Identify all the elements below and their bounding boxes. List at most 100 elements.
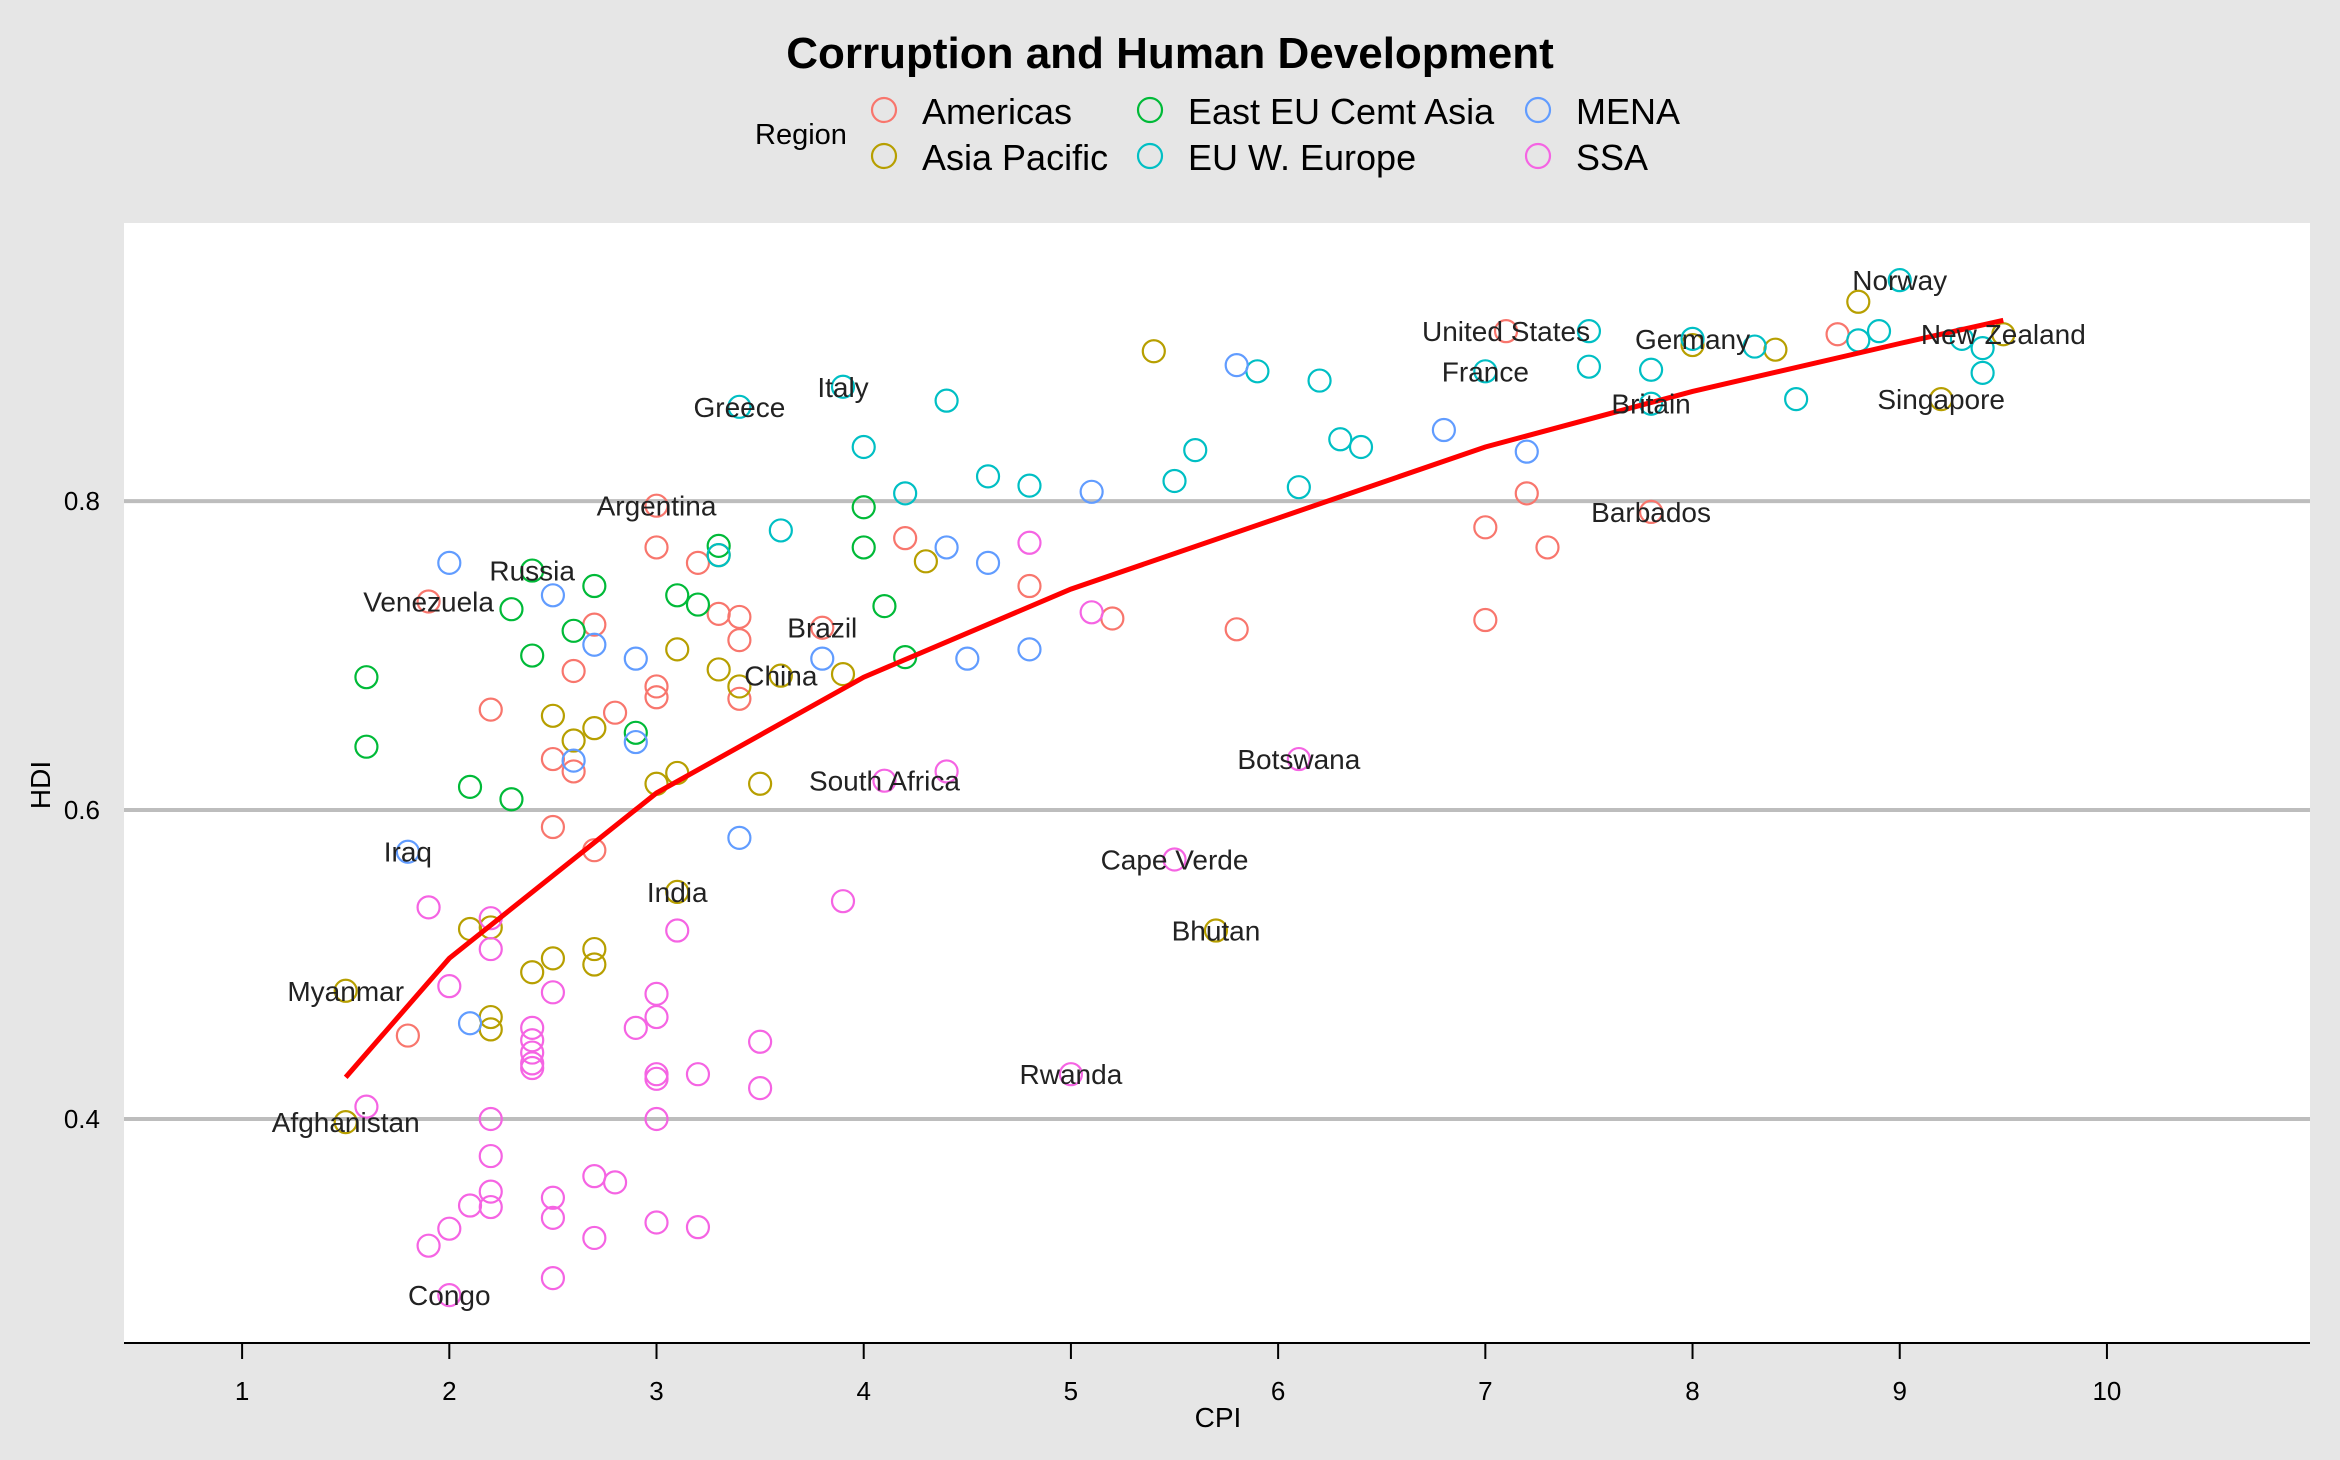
data-point xyxy=(582,716,607,741)
data-point xyxy=(499,787,524,812)
data-point xyxy=(561,759,586,784)
data-point xyxy=(872,768,897,793)
data-point xyxy=(561,658,586,684)
legend-item-asia-pacific: Asia Pacific xyxy=(870,137,1108,178)
point-labels: Norway United States New Zealand Germany Fra… xyxy=(272,265,2086,1311)
data-point xyxy=(644,685,669,710)
data-point xyxy=(540,1205,566,1230)
data-point xyxy=(706,533,731,558)
data-point xyxy=(1680,332,1705,358)
legend-label: East EU Cemt Asia xyxy=(1188,91,1495,132)
grid-lines xyxy=(124,499,2310,1121)
data-point xyxy=(540,814,566,840)
x-tick-label: 10 xyxy=(2092,1376,2121,1406)
series-east-eu-cemt-asia xyxy=(354,495,918,812)
data-point xyxy=(416,895,441,920)
data-point xyxy=(540,703,566,728)
data-point xyxy=(685,550,711,575)
data-point xyxy=(934,388,959,413)
data-point xyxy=(851,535,876,560)
chart-title: Corruption and Human Development xyxy=(786,29,1554,78)
data-point xyxy=(520,1040,545,1065)
data-point xyxy=(1866,319,1892,344)
data-point xyxy=(354,734,379,759)
data-point xyxy=(768,663,793,688)
legend-label: SSA xyxy=(1576,137,1648,178)
data-point xyxy=(478,697,503,722)
data-point xyxy=(333,978,358,1003)
point-label-brazil: Brazil xyxy=(787,613,857,644)
point-label-barbados: Barbados xyxy=(1591,497,1711,528)
data-point xyxy=(748,771,773,796)
data-point xyxy=(540,946,566,971)
data-point xyxy=(540,1266,566,1291)
data-point xyxy=(478,1179,503,1204)
data-point xyxy=(437,550,462,575)
data-point xyxy=(602,1170,628,1195)
data-point xyxy=(1328,427,1353,452)
point-label-venezuela: Venezuela xyxy=(363,586,494,617)
y-axis-label: HDI xyxy=(25,761,56,809)
data-point xyxy=(893,481,918,506)
data-point xyxy=(810,646,835,671)
legend: Region Americas Asia Pacific East EU Cemt A… xyxy=(755,91,1680,178)
legend-item-mena: MENA xyxy=(1524,91,1680,132)
data-point xyxy=(1742,334,1767,359)
data-point xyxy=(1576,354,1602,379)
data-point xyxy=(1991,322,2016,347)
data-point xyxy=(830,374,856,399)
data-point xyxy=(644,1210,669,1235)
data-point xyxy=(540,1185,566,1210)
legend-item-east-eu-cemt-asia: East EU Cemt Asia xyxy=(1136,91,1495,132)
data-point xyxy=(520,1028,545,1053)
data-point xyxy=(1473,359,1498,384)
data-point xyxy=(727,825,752,850)
x-tick-label: 6 xyxy=(1271,1376,1285,1406)
point-label-congo: Congo xyxy=(408,1280,491,1311)
data-point xyxy=(851,434,876,460)
y-tick-label: 0.6 xyxy=(64,795,100,825)
point-label-afghanistan: Afghanistan xyxy=(272,1107,420,1138)
data-point xyxy=(561,748,586,773)
point-label-rwanda: Rwanda xyxy=(1020,1059,1123,1090)
point-label-bhutan: Bhutan xyxy=(1172,916,1261,947)
data-point xyxy=(457,1193,483,1218)
point-label-cape-verde: Cape Verde xyxy=(1101,844,1249,875)
x-tick-label: 4 xyxy=(856,1376,870,1406)
legend-title: Region xyxy=(755,119,847,151)
data-point xyxy=(333,1109,358,1135)
data-point xyxy=(1017,637,1042,662)
data-point xyxy=(520,960,545,985)
data-point xyxy=(395,1023,420,1048)
y-tick-label: 0.4 xyxy=(64,1104,100,1134)
data-point xyxy=(582,952,607,977)
data-point xyxy=(1203,918,1229,943)
data-point xyxy=(748,1029,773,1054)
series-ssa xyxy=(354,530,1311,1308)
data-point xyxy=(561,728,586,753)
point-label-new-zealand: New Zealand xyxy=(1921,319,2086,350)
data-point xyxy=(975,550,1001,575)
point-label-botswana: Botswana xyxy=(1237,744,1360,775)
data-point xyxy=(457,774,483,799)
data-point xyxy=(893,526,918,551)
point-label-germany: Germany xyxy=(1635,324,1750,355)
data-point xyxy=(1493,319,1519,344)
data-point xyxy=(665,879,690,905)
legend-label: EU W. Europe xyxy=(1188,137,1416,178)
data-point xyxy=(1970,360,1995,385)
x-tick-label: 7 xyxy=(1478,1376,1492,1406)
data-point xyxy=(582,573,607,599)
data-point xyxy=(1638,357,1664,382)
legend-label: Asia Pacific xyxy=(922,137,1108,178)
data-point xyxy=(1017,530,1042,555)
data-point xyxy=(851,495,876,520)
data-point xyxy=(1929,387,1954,412)
legend-label: MENA xyxy=(1576,91,1680,132)
data-point xyxy=(644,1004,669,1030)
data-point xyxy=(1431,417,1456,443)
series-mena xyxy=(395,353,1539,1036)
data-point xyxy=(913,549,938,574)
point-label-iraq: Iraq xyxy=(384,837,432,868)
